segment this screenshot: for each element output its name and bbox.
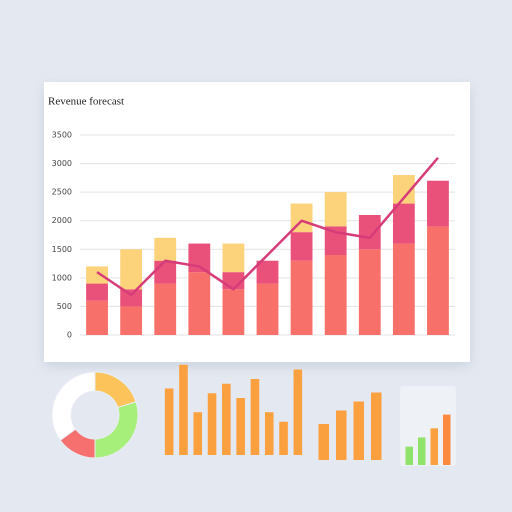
small-panel [400, 386, 456, 466]
bar-segment [154, 237, 177, 261]
donut-segment [94, 371, 137, 409]
y-tick-label: 1000 [52, 273, 72, 282]
mini-bar [164, 388, 174, 455]
mini-bar [179, 364, 188, 455]
bar-segment [86, 283, 108, 301]
mini-bar [293, 369, 303, 455]
chart-title: Revenue forecast [48, 96, 124, 108]
bar-segment [358, 249, 381, 335]
y-tick-label: 3500 [52, 131, 72, 140]
bar-segment [120, 289, 143, 307]
donut-segment [94, 401, 139, 459]
mini-bar [353, 401, 364, 460]
bar-segment [86, 300, 108, 335]
y-tick-label: 2000 [52, 216, 72, 225]
bar-segment [120, 249, 143, 290]
bar-segment [392, 203, 415, 244]
bar-segment [154, 283, 177, 335]
mini-bar [318, 424, 329, 460]
mini-bar [279, 421, 288, 455]
mini-bar [193, 412, 203, 455]
bar-segment [392, 243, 415, 335]
bar-segment [120, 306, 143, 335]
mini-bar [336, 410, 347, 460]
bar-segment [290, 260, 313, 335]
bar-segment [324, 255, 347, 335]
bar-segment [222, 289, 245, 335]
mini-bar [405, 446, 413, 465]
bar-segment [290, 232, 313, 261]
mini-bar [207, 393, 217, 455]
y-tick-label: 500 [57, 302, 72, 311]
mini-bar [250, 379, 260, 455]
bar-segment [324, 192, 347, 227]
mini-bar [430, 428, 438, 465]
donut-segment [51, 371, 96, 441]
bar-segment [86, 266, 108, 284]
bar-segment [427, 226, 449, 335]
mini-bar [236, 398, 245, 455]
bar-segment [188, 272, 211, 335]
y-tick-label: 0 [67, 331, 72, 340]
y-tick-label: 1500 [52, 245, 72, 254]
bar-segment [222, 243, 245, 273]
y-tick-label: 2500 [52, 188, 72, 197]
mini-bar [371, 392, 382, 460]
bar-segment [154, 260, 177, 284]
mini-bar [443, 414, 451, 465]
bar-segment [358, 215, 381, 250]
mini-bar [418, 437, 426, 465]
mini-bar [264, 412, 274, 455]
bar-segment [256, 283, 279, 335]
trend-line [96, 157, 439, 297]
bar-segment [256, 260, 279, 284]
mini-bar [222, 383, 231, 455]
bar-segment [392, 175, 415, 204]
bar-segment [427, 180, 449, 227]
y-tick-label: 3000 [52, 159, 72, 168]
